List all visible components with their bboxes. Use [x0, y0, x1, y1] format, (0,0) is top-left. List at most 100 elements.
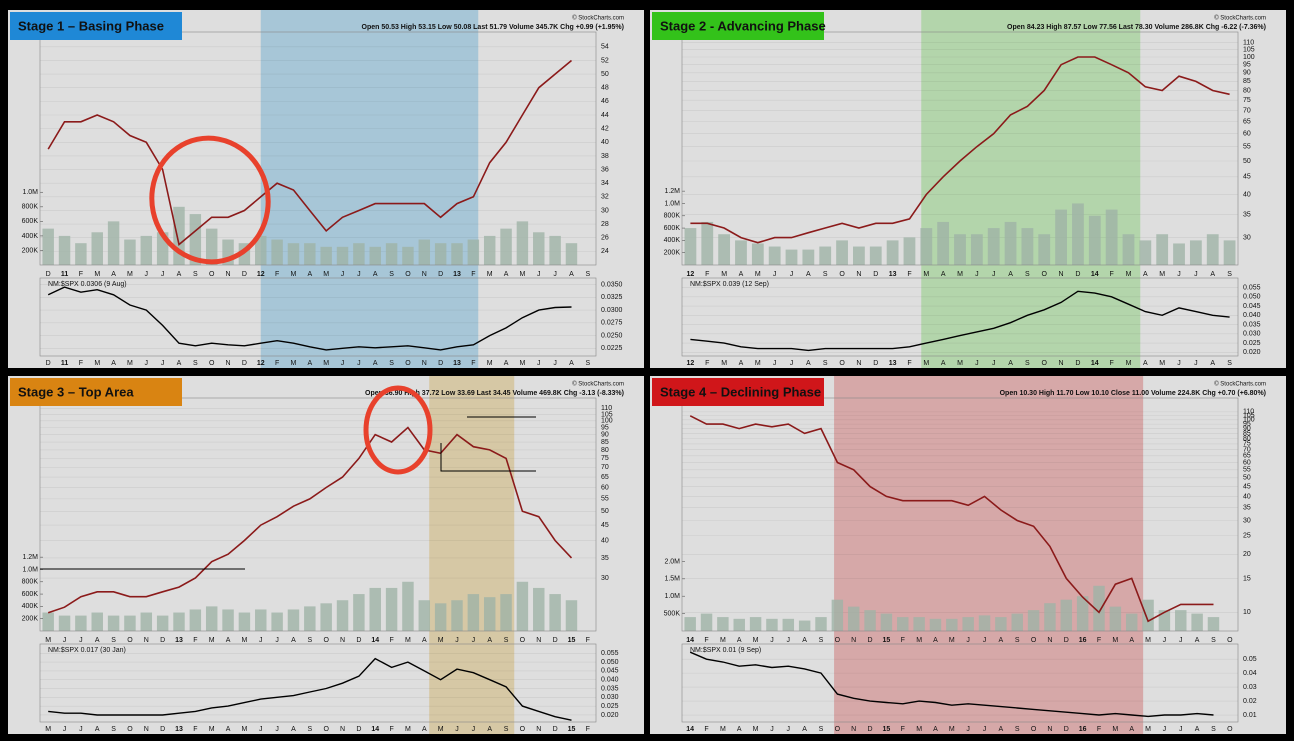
volume-bar [533, 232, 545, 265]
rs-x-tick-label: F [471, 360, 475, 367]
rs-x-tick-label: A [806, 360, 811, 367]
x-tick-label: 14 [371, 637, 379, 644]
rs-x-tick-label: J [1179, 726, 1183, 733]
x-tick-label: J [145, 271, 149, 278]
volume-bar [1076, 596, 1089, 631]
volume-tick-label: 500K [664, 610, 681, 617]
volume-bar [369, 587, 381, 631]
volume-tick-label: 400K [22, 603, 39, 610]
rs-tick-label: 0.0250 [601, 332, 623, 339]
y-tick-label: 35 [601, 555, 609, 562]
volume-bar [140, 235, 153, 265]
y-tick-label: 50 [1243, 475, 1251, 482]
rs-x-tick-label: 13 [889, 360, 897, 367]
rs-x-tick-label: J [341, 360, 345, 367]
y-tick-label: 40 [601, 139, 609, 146]
rs-x-tick-label: S [1227, 360, 1232, 367]
x-tick-label: M [1145, 637, 1151, 644]
rs-x-tick-label: A [1195, 726, 1200, 733]
rs-line [48, 657, 572, 721]
annotations [40, 135, 536, 570]
y-tick-label: 110 [1243, 409, 1254, 416]
y-tick-label: 75 [601, 455, 609, 462]
volume-tick-label: 800K [22, 204, 39, 211]
y-tick-label: 30 [1243, 234, 1251, 241]
x-tick-label: O [1031, 637, 1037, 644]
x-tick-label: S [193, 271, 198, 278]
volume-bar [751, 243, 764, 265]
volume-bar [886, 240, 899, 265]
rs-line [47, 286, 572, 351]
stage-shading [260, 10, 479, 368]
volume-bar [434, 603, 447, 631]
x-tick-label: A [739, 271, 744, 278]
rs-x-tick-label: S [585, 360, 590, 367]
rs-tick-label: 0.030 [1243, 331, 1261, 338]
volume-tick-label: 2.0M [664, 558, 680, 565]
rs-tick-label: 0.045 [601, 668, 619, 675]
rs-x-tick-label: J [773, 360, 777, 367]
y-tick-label: 15 [1243, 575, 1251, 582]
volume-bar [91, 612, 103, 631]
rs-tick-label: 0.03 [1243, 684, 1257, 691]
volume-bar [271, 612, 283, 631]
rs-frame [39, 643, 597, 723]
x-tick-label: A [504, 271, 509, 278]
rs-x-tick-label: 12 [687, 360, 695, 367]
x-tick-label: F [1109, 271, 1113, 278]
rs-x-tick-label: J [790, 360, 794, 367]
x-tick-label: A [177, 271, 182, 278]
x-tick-label: M [519, 271, 525, 278]
x-tick-label: F [471, 271, 475, 278]
price-line [690, 56, 1230, 244]
x-tick-label: D [1064, 637, 1069, 644]
volume-bar [718, 234, 731, 265]
volume-bar [929, 618, 942, 631]
volume-bar [451, 600, 463, 631]
y-tick-label: 45 [601, 522, 609, 529]
rs-x-tick-label: A [291, 726, 296, 733]
rs-x-tick-label: J [145, 360, 149, 367]
x-tick-label: M [291, 271, 297, 278]
support-box [440, 443, 536, 472]
rs-x-tick-label: A [177, 360, 182, 367]
rs-x-tick-label: J [553, 360, 557, 367]
volume-bar [766, 618, 778, 631]
x-tick-label: A [95, 637, 100, 644]
y-tick-label: 46 [601, 98, 609, 105]
x-tick-label: J [966, 637, 970, 644]
rs-x-tick-label: F [907, 360, 911, 367]
rs-x-tick-label: M [487, 360, 493, 367]
volume-bar [864, 610, 876, 631]
x-tick-label: O [323, 637, 329, 644]
y-tick-label: 32 [601, 194, 609, 201]
price-frame [39, 397, 597, 632]
x-tick-label: 15 [568, 637, 576, 644]
quote-header: Open 10.30 High 11.70 Low 10.10 Close 11… [1000, 390, 1266, 397]
rs-tick-label: 0.02 [1243, 698, 1257, 705]
x-tick-label: N [856, 271, 861, 278]
stage-shading [834, 376, 1144, 734]
volume-bar [1223, 240, 1236, 265]
rs-x-tick-label: D [356, 726, 361, 733]
rs-tick-label: 0.040 [601, 677, 619, 684]
volume-tick-label: 200K [664, 250, 681, 257]
x-tick-label: N [422, 271, 427, 278]
volume-bar [717, 617, 729, 631]
rs-x-tick-label: F [1109, 360, 1113, 367]
volume-bar [1122, 234, 1135, 265]
x-tick-label: A [802, 637, 807, 644]
volume-bar [937, 221, 950, 265]
rs-x-tick-label: O [1042, 360, 1048, 367]
rs-x-tick-label: A [802, 726, 807, 733]
x-tick-label: N [144, 637, 149, 644]
rs-x-tick-label: J [357, 360, 361, 367]
volume-bar [1142, 599, 1154, 631]
volume-bar [565, 600, 578, 631]
volume-bar [903, 237, 916, 265]
volume-bar [987, 228, 1000, 265]
rs-x-tick-label: O [1227, 726, 1233, 733]
x-tick-label: F [193, 637, 197, 644]
volume-bar [173, 612, 185, 631]
rs-x-tick-label: D [1075, 360, 1080, 367]
